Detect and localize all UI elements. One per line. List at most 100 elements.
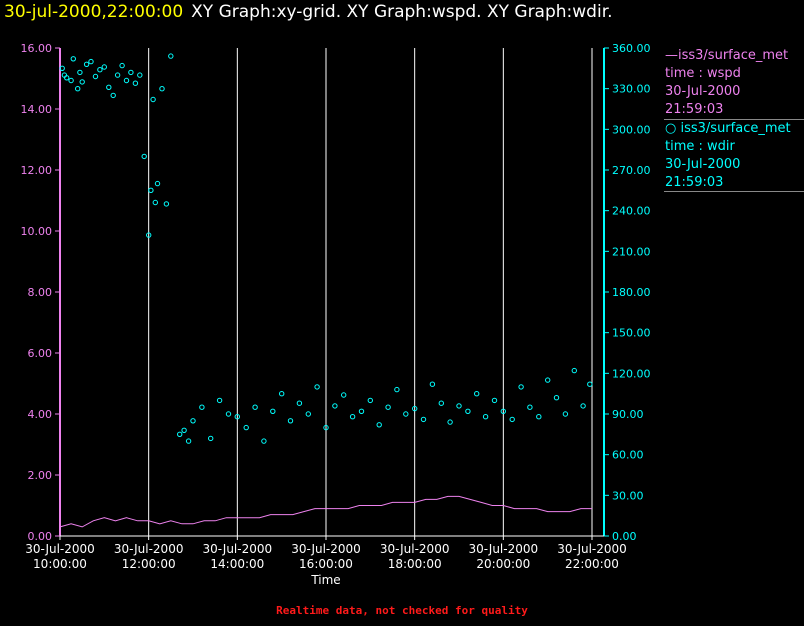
wdir-point [119, 62, 125, 69]
wdir-point [412, 405, 418, 412]
x-tick-time: 22:00:00 [565, 557, 619, 571]
y-right-tick-label: 240.00 [612, 205, 651, 218]
wdir-point [243, 424, 249, 431]
legend-wdir-date: 30-Jul-2000 [665, 157, 741, 172]
wspd-series-line [59, 495, 592, 528]
wdir-point [341, 392, 347, 398]
legend-line-marker: — [665, 48, 678, 63]
y-left-tick-label: 16.00 [21, 42, 53, 55]
wdir-point [376, 422, 382, 428]
wdir-point [394, 386, 400, 393]
wdir-point [509, 416, 515, 423]
y-right-tick-label: 330.00 [612, 83, 651, 96]
wdir-point [358, 408, 365, 414]
wdir-point [75, 86, 81, 92]
wdir-point [474, 391, 480, 397]
x-tick-time: 18:00:00 [388, 557, 442, 571]
wdir-point [146, 232, 152, 238]
x-tick-time: 12:00:00 [122, 557, 176, 571]
wdir-point [97, 67, 103, 73]
legend-entry-wspd: —iss3/surface_met time : wspd 30-Jul-200… [665, 47, 804, 119]
wdir-point [527, 404, 533, 410]
wdir-point [385, 404, 391, 410]
wdir-point [168, 53, 174, 59]
legend-wspd-date: 30-Jul-2000 [665, 84, 741, 99]
y-left-tick-label: 14.00 [21, 103, 53, 116]
x-tick-date: 30-Jul-2000 [380, 542, 450, 556]
wdir-point [159, 86, 165, 92]
header-time: 30-jul-2000,22:00:00 [4, 2, 184, 22]
legend-wdir-time: 21:59:03 [665, 175, 724, 190]
legend-divider [664, 119, 804, 120]
legend-circle-marker: ○ [665, 121, 681, 136]
y-left-tick-label: 8.00 [28, 286, 53, 299]
wdir-point [101, 64, 108, 70]
y-right-tick-label: 360.00 [612, 42, 651, 55]
wdir-point [59, 65, 65, 72]
x-tick-time: 16:00:00 [299, 557, 353, 571]
wdir-point [491, 397, 498, 404]
legend-divider [664, 191, 804, 192]
y-right-tick-label: 150.00 [612, 327, 651, 340]
y-right-tick-label: 210.00 [612, 245, 651, 258]
wdir-point [287, 418, 294, 424]
wdir-point [518, 384, 524, 390]
wdir-point [181, 427, 187, 433]
legend-wspd-name: iss3/surface_met [678, 48, 789, 63]
wdir-point [580, 403, 586, 409]
wdir-point [137, 72, 143, 78]
wdir-point [106, 84, 112, 91]
wdir-point [314, 384, 320, 390]
legend-wspd-time: 21:59:03 [665, 102, 724, 117]
wdir-point [92, 73, 99, 80]
wdir-point [177, 431, 183, 437]
wdir-point [154, 180, 161, 187]
wdir-point [403, 411, 409, 417]
wdir-point [132, 80, 139, 86]
y-left-tick-label: 4.00 [28, 408, 53, 421]
wdir-point [185, 438, 192, 444]
y-right-tick-label: 90.00 [612, 408, 644, 421]
wdir-point [114, 72, 121, 78]
wdir-point [163, 201, 170, 207]
wdir-point [571, 367, 577, 374]
wdir-point [152, 199, 159, 206]
wdir-point [148, 187, 154, 194]
wdir-point [536, 414, 542, 420]
wdir-point [545, 377, 551, 383]
wdir-point [562, 411, 569, 417]
wdir-point [190, 418, 196, 424]
x-tick-date: 30-Jul-2000 [557, 542, 627, 556]
wdir-point [68, 77, 74, 84]
wdir-point [64, 75, 70, 81]
x-tick-time: 10:00:00 [33, 557, 87, 571]
wdir-point [332, 403, 338, 409]
wdir-point [587, 381, 593, 387]
quality-footer: Realtime data, not checked for quality [276, 604, 528, 617]
legend-entry-wdir: ○ iss3/surface_met time : wdir 30-Jul-20… [665, 120, 804, 192]
wdir-point [208, 435, 214, 442]
wdir-point [482, 414, 489, 420]
graph-header: 30-jul-2000,22:00:00 XY Graph:xy-grid. XY… [4, 0, 613, 24]
y-right-tick-label: 300.00 [612, 123, 651, 136]
wdir-point [234, 414, 241, 420]
wdir-point [349, 414, 356, 420]
y-left-tick-label: 12.00 [21, 164, 53, 177]
wdir-point [429, 381, 436, 387]
y-right-tick-label: 0.00 [612, 530, 637, 543]
wdir-point [420, 416, 427, 423]
legend-wspd-field: time : wspd [665, 66, 741, 81]
wdir-point [305, 411, 311, 417]
wdir-point [367, 397, 373, 404]
wdir-point [270, 408, 276, 414]
y-right-tick-label: 270.00 [612, 164, 651, 177]
wdir-point [252, 404, 258, 410]
x-tick-date: 30-Jul-2000 [469, 542, 539, 556]
wdir-point [296, 400, 303, 406]
wdir-point [77, 69, 83, 76]
wdir-point [553, 395, 560, 401]
wdir-point [261, 438, 267, 444]
wdir-point [447, 419, 453, 425]
y-right-tick-label: 60.00 [612, 449, 644, 462]
